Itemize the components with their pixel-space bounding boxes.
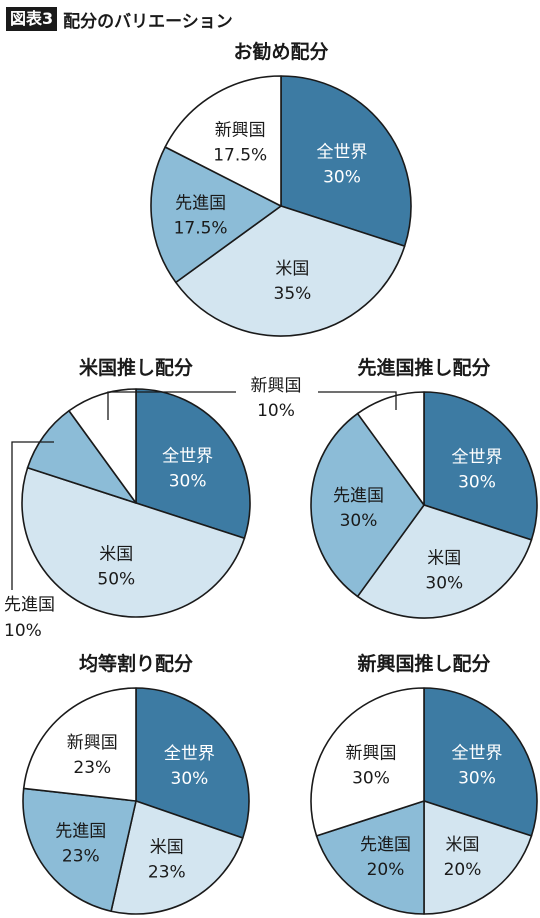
slice-value: 30% — [352, 769, 390, 789]
slice-label: 全世界 — [452, 448, 503, 468]
slice-value: 17.5% — [213, 146, 267, 166]
slice-label: 全世界 — [317, 143, 368, 163]
pie-slice-1 — [280, 75, 412, 247]
pie-slice-4 — [310, 687, 425, 837]
chart-title: 先進国推し配分 — [357, 356, 490, 379]
pie-slice-1 — [423, 687, 538, 837]
figure-badge: 図表3 — [6, 7, 58, 31]
slice-value: 17.5% — [174, 218, 228, 238]
figure-title: 配分のバリエーション — [63, 11, 233, 32]
slice-value: 30% — [169, 472, 207, 492]
pie-slice-3 — [315, 800, 425, 915]
callout-line — [11, 441, 54, 590]
slice-value: 20% — [444, 860, 482, 880]
chart-title: お勧め配分 — [233, 40, 328, 63]
slice-value: 20% — [367, 860, 405, 880]
slice-label: 先進国 — [360, 835, 411, 855]
slice-label: 米国 — [150, 837, 184, 857]
slice-label: 全世界 — [164, 744, 215, 764]
pie-slice-4 — [356, 391, 425, 506]
slice-value: 30% — [458, 769, 496, 789]
pie-slice-1 — [135, 687, 250, 839]
slice-value: 30% — [340, 511, 378, 531]
slice-label: 先進国 — [333, 486, 384, 506]
slice-label: 新興国 — [67, 733, 118, 753]
slice-label: 新興国 — [346, 744, 397, 764]
slice-value: 23% — [62, 846, 100, 866]
slice-label: 全世界 — [452, 744, 503, 764]
slice-value: 30% — [171, 769, 209, 789]
slice-value: 30% — [323, 168, 361, 188]
callout-value: 10% — [257, 401, 295, 421]
callout-label: 先進国 — [4, 595, 55, 615]
slice-label: 全世界 — [162, 447, 213, 467]
pie-slice-2 — [356, 504, 533, 619]
pie-slice-2 — [21, 466, 246, 618]
pie-slice-2 — [110, 800, 244, 915]
pie-slice-4 — [164, 75, 282, 207]
pie-slice-4 — [68, 388, 137, 504]
slice-label: 米国 — [427, 548, 461, 568]
slice-value: 23% — [148, 862, 186, 882]
pie-slice-3 — [22, 787, 137, 913]
slice-value: 35% — [274, 284, 312, 304]
chart-title: 米国推し配分 — [79, 356, 193, 379]
pie-slice-2 — [175, 205, 406, 337]
callout-line — [318, 391, 397, 410]
callout-line — [107, 391, 236, 420]
slice-value: 30% — [425, 573, 463, 593]
pie-slice-3 — [26, 409, 137, 504]
chart-title: 均等割り配分 — [79, 652, 193, 675]
pie-slice-3 — [150, 146, 282, 284]
figure-header: 図表3 配分のバリエーション — [6, 6, 233, 32]
pie-slice-1 — [423, 391, 538, 541]
slice-label: 米国 — [99, 545, 133, 565]
chart-title: 新興国推し配分 — [357, 652, 490, 675]
slice-value: 23% — [73, 758, 111, 778]
slice-value: 30% — [458, 473, 496, 493]
pie-slice-2 — [423, 800, 533, 915]
slice-label: 新興国 — [215, 121, 266, 141]
slice-label: 米国 — [446, 835, 480, 855]
pie-slice-4 — [22, 687, 137, 802]
slice-label: 先進国 — [175, 193, 226, 213]
slice-value: 50% — [97, 570, 135, 590]
callout-label: 新興国 — [251, 376, 302, 396]
slice-label: 米国 — [275, 259, 309, 279]
slice-label: 先進国 — [55, 821, 106, 841]
pie-slice-3 — [310, 412, 425, 598]
callout-value: 10% — [4, 621, 42, 641]
